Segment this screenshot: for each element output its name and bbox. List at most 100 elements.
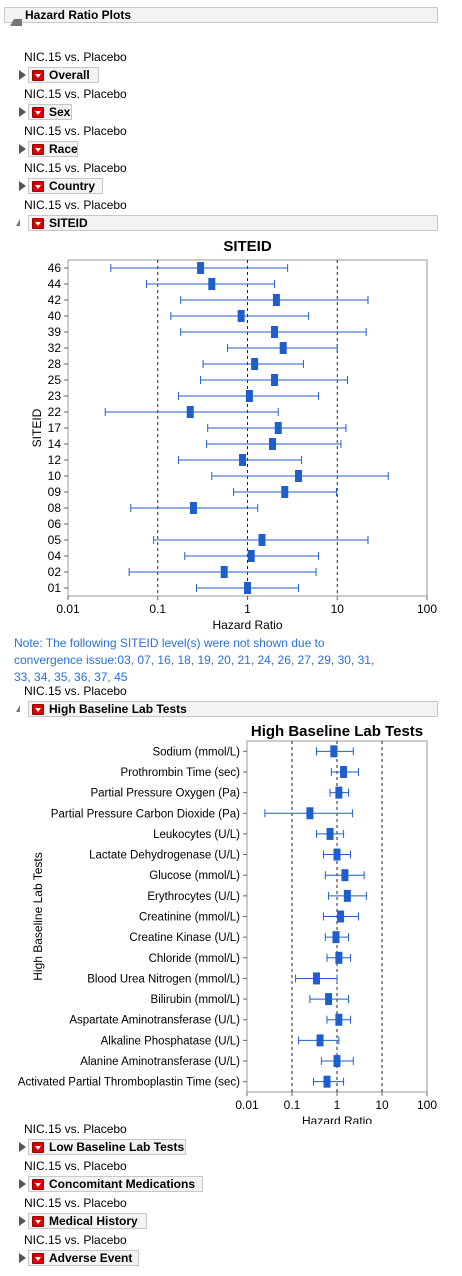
y-tick-label: 42	[48, 293, 62, 307]
y-tick-label: Sodium (mmol/L)	[152, 746, 240, 758]
comparison-label: NIC.15 vs. Placebo	[24, 161, 127, 175]
estimate-marker	[306, 807, 314, 820]
estimate-marker	[271, 374, 279, 386]
y-tick-label: Activated Partial Thromboplastin Time (s…	[18, 1077, 240, 1089]
estimate-marker	[294, 470, 302, 482]
estimate-marker	[269, 438, 277, 450]
y-tick-label: 01	[48, 581, 62, 595]
red-triangle-menu-icon[interactable]	[32, 704, 44, 715]
red-triangle-menu-icon[interactable]	[32, 1216, 44, 1227]
y-tick-label: Lactate Dehydrogenase (U/L)	[89, 850, 240, 862]
section-conmed[interactable]: Concomitant Medications	[28, 1176, 203, 1192]
disclosure-open-icon[interactable]	[16, 219, 20, 226]
section-country[interactable]: Country	[28, 178, 103, 194]
section-overall[interactable]: Overall	[28, 67, 99, 83]
estimate-marker	[335, 1013, 343, 1026]
estimate-marker	[326, 827, 334, 840]
disclosure-closed-icon[interactable]	[19, 144, 26, 154]
section-siteid-label: SITEID	[49, 216, 88, 230]
siteid-hazard-chart: SITEID 46 44 42 40 39 32 28 25 23 22 17 14 12 10 09 08 06…	[30, 238, 437, 632]
x-tick-label: 0.01	[235, 1098, 259, 1112]
y-tick-label: Bilirubin (mmol/L)	[151, 994, 241, 1006]
red-triangle-menu-icon[interactable]	[32, 1179, 44, 1190]
estimate-marker	[335, 951, 343, 964]
estimate-marker	[220, 566, 228, 578]
y-tick-label: 02	[48, 565, 62, 579]
estimate-marker	[189, 502, 197, 514]
convergence-note: Note: The following SITEID level(s) were…	[14, 636, 375, 684]
y-tick-label: Leukocytes (U/L)	[153, 829, 240, 841]
section-sex[interactable]: Sex	[28, 104, 72, 120]
y-tick-label: 39	[48, 325, 62, 339]
estimate-marker	[251, 358, 259, 370]
comparison-label: NIC.15 vs. Placebo	[24, 1233, 127, 1247]
x-tick-label: 10	[331, 602, 345, 616]
estimate-marker	[258, 534, 266, 546]
section-medhist[interactable]: Medical History	[28, 1213, 147, 1229]
disclosure-closed-icon[interactable]	[19, 1216, 26, 1226]
y-tick-label: 25	[48, 373, 62, 387]
estimate-marker	[335, 786, 343, 799]
disclosure-closed-icon[interactable]	[19, 181, 26, 191]
section-siteid[interactable]: SITEID	[28, 215, 438, 231]
comparison-label: NIC.15 vs. Placebo	[24, 198, 127, 212]
disclosure-open-icon[interactable]	[16, 705, 20, 712]
red-triangle-menu-icon[interactable]	[32, 181, 44, 192]
y-tick-label: 46	[48, 261, 62, 275]
x-tick-label: 0.01	[56, 602, 80, 616]
comparison-label: NIC.15 vs. Placebo	[24, 1122, 127, 1136]
y-tick-label: 14	[48, 437, 62, 451]
comparison-label: NIC.15 vs. Placebo	[24, 1196, 127, 1210]
x-tick-label: 1	[244, 602, 251, 616]
red-triangle-menu-icon[interactable]	[32, 1142, 44, 1153]
y-axis-label: High Baseline Lab Tests	[31, 852, 45, 981]
section-race[interactable]: Race	[28, 141, 78, 157]
red-triangle-menu-icon[interactable]	[32, 107, 44, 118]
estimate-marker	[239, 454, 247, 466]
estimate-marker	[247, 550, 255, 562]
y-tick-label: Aspartate Aminotransferase (U/L)	[69, 1015, 240, 1027]
disclosure-closed-icon[interactable]	[19, 70, 26, 80]
disclosure-closed-icon[interactable]	[19, 1142, 26, 1152]
y-tick-label: Blood Urea Nitrogen (mmol/L)	[87, 973, 240, 985]
x-axis-label: Hazard Ratio	[302, 1114, 372, 1124]
y-tick-label: 04	[48, 549, 62, 563]
red-triangle-menu-icon[interactable]	[32, 1253, 44, 1264]
red-triangle-menu-icon[interactable]	[32, 218, 44, 229]
section-low-lab[interactable]: Low Baseline Lab Tests	[28, 1139, 186, 1155]
y-tick-label: Chloride (mmol/L)	[149, 953, 241, 965]
section-lab[interactable]: High Baseline Lab Tests	[28, 701, 438, 717]
y-axis-label: SITEID	[30, 408, 44, 447]
hazard-ratio-plots-header[interactable]: Hazard Ratio Plots	[4, 7, 438, 26]
disclosure-open-icon[interactable]	[10, 11, 22, 26]
comparison-label: NIC.15 vs. Placebo	[24, 124, 127, 138]
y-tick-label: Alanine Aminotransferase (U/L)	[80, 1056, 240, 1068]
section-country-label: Country	[49, 179, 95, 193]
y-tick-label: Creatine Kinase (U/L)	[129, 932, 240, 944]
y-tick-label: 09	[48, 485, 62, 499]
disclosure-closed-icon[interactable]	[19, 1179, 26, 1189]
x-tick-label: 100	[417, 1098, 437, 1112]
estimate-marker	[245, 390, 253, 402]
section-ae[interactable]: Adverse Event	[28, 1250, 139, 1266]
red-triangle-menu-icon[interactable]	[32, 70, 44, 81]
estimate-marker	[274, 422, 282, 434]
section-lab-label: High Baseline Lab Tests	[49, 702, 187, 716]
estimate-marker	[186, 406, 194, 418]
y-tick-label: Alkaline Phosphatase (U/L)	[101, 1035, 241, 1047]
estimate-marker	[279, 342, 287, 354]
estimate-marker	[343, 889, 351, 902]
red-triangle-menu-icon[interactable]	[32, 144, 44, 155]
lab-hazard-chart: High Baseline Lab Tests Sodium (mmol/L) Pr…	[18, 723, 438, 1124]
estimate-marker	[244, 582, 251, 594]
y-tick-label: Partial Pressure Oxygen (Pa)	[90, 788, 240, 800]
comparison-label: NIC.15 vs. Placebo	[24, 1159, 127, 1173]
disclosure-closed-icon[interactable]	[19, 107, 26, 117]
estimate-marker	[325, 993, 333, 1006]
section-conmed-label: Concomitant Medications	[49, 1177, 196, 1191]
y-tick-label: 08	[48, 501, 62, 515]
estimate-marker	[323, 1075, 331, 1088]
x-tick-label: 100	[417, 602, 437, 616]
disclosure-closed-icon[interactable]	[19, 1253, 26, 1263]
y-tick-label: Creatinine (mmol/L)	[139, 912, 240, 924]
